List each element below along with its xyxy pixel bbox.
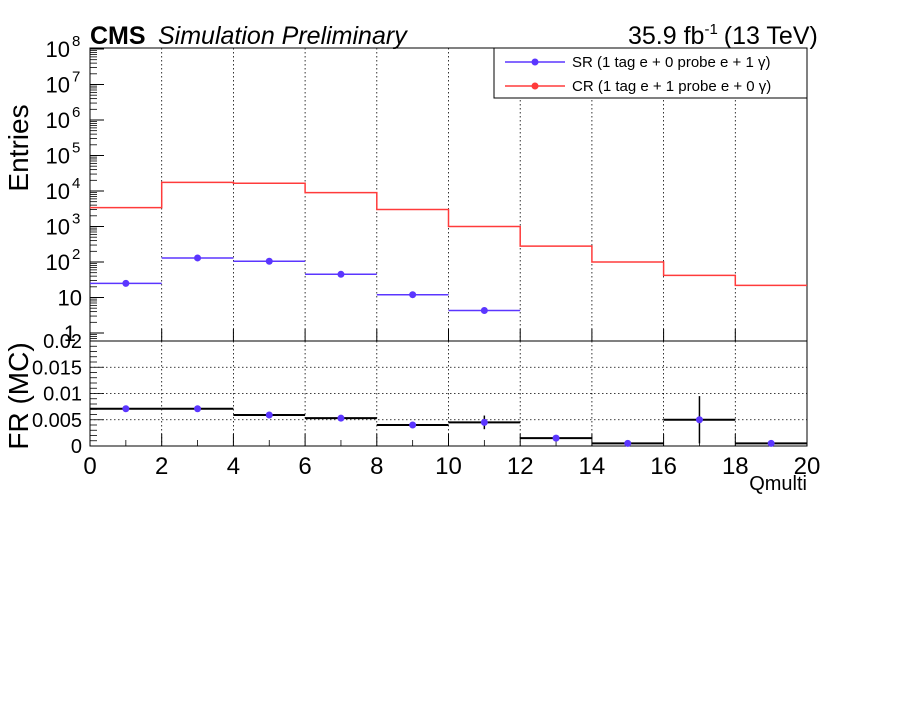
legend-cr-label: CR (1 tag e + 1 probe e + 0 γ)	[572, 78, 771, 95]
top-y-tick-label: 10	[46, 250, 70, 275]
sr-point	[265, 257, 273, 265]
sr-point	[337, 270, 345, 278]
x-tick-label: 6	[298, 453, 311, 480]
sr-point	[409, 291, 417, 299]
top-y-tick-exponent: 3	[72, 211, 80, 228]
fr-point	[122, 405, 130, 413]
fr-point	[695, 416, 703, 424]
fr-point	[409, 421, 417, 429]
fr-point-group	[305, 414, 377, 422]
top-panel-series	[90, 181, 807, 315]
legend-sr-label: SR (1 tag e + 0 probe e + 1 γ)	[572, 54, 770, 71]
fr-point-group	[233, 411, 306, 419]
simulation-preliminary-label: Simulation Preliminary	[158, 22, 408, 50]
legend-box	[493, 47, 808, 99]
top-y-tick-label: 10	[46, 179, 70, 204]
x-tick-label: 8	[370, 453, 383, 480]
series-cr	[90, 181, 807, 287]
x-tick-label: 16	[650, 453, 677, 480]
fr-point-group	[376, 421, 449, 429]
top-y-tick-label: 10	[46, 144, 70, 169]
cr-histogram-line	[90, 181, 807, 287]
top-y-tick-exponent: 5	[72, 140, 80, 157]
top-y-tick-label: 10	[46, 108, 70, 133]
legend-sr-marker	[531, 58, 539, 66]
fr-point	[194, 405, 202, 413]
lumi-label: 35.9 fb-1 (13 TeV)	[628, 21, 818, 50]
bottom-panel-series	[90, 396, 807, 447]
fr-point-group	[520, 434, 592, 442]
bottom-y-tick-label: 0.02	[43, 331, 82, 353]
x-tick-label: 0	[83, 453, 96, 480]
top-y-tick-label: 10	[46, 37, 70, 62]
fr-point	[624, 439, 632, 447]
fr-point	[767, 439, 775, 447]
bottom-y-axis-title: FR (MC)	[3, 342, 34, 449]
sr-point	[122, 279, 130, 287]
top-y-tick-label: 1	[64, 321, 76, 346]
legend-cr-marker	[531, 82, 539, 90]
top-y-tick-exponent: 8	[72, 33, 80, 50]
fr-point-group	[161, 405, 234, 413]
bottom-y-tick-labels: 0 0.005 0.01 0.015 0.02	[32, 331, 82, 458]
bottom-y-tick-label: 0.005	[32, 410, 82, 432]
fr-point-group	[591, 439, 664, 447]
top-y-tick-exponent: 2	[72, 246, 80, 263]
top-y-tick-label: 10	[46, 215, 70, 240]
fr-point-group	[448, 415, 521, 430]
legend: SR (1 tag e + 0 probe e + 1 γ) CR (1 tag…	[493, 47, 808, 99]
x-tick-label: 4	[227, 453, 240, 480]
x-tick-label: 12	[507, 453, 534, 480]
x-tick-label: 2	[155, 453, 168, 480]
bottom-y-tick-label: 0	[71, 436, 82, 458]
fr-point-group	[90, 405, 162, 413]
fr-point	[552, 434, 560, 442]
fr-point	[265, 411, 273, 419]
top-y-tick-exponent: 6	[72, 104, 80, 121]
top-y-axis-title: Entries	[3, 104, 34, 191]
fr-point-group	[735, 439, 807, 447]
x-tick-label: 10	[435, 453, 462, 480]
fr-point-group	[663, 396, 736, 444]
bottom-y-tick-label: 0.015	[32, 357, 82, 379]
top-y-tick-exponent: 4	[72, 175, 80, 192]
x-tick-label: 18	[722, 453, 749, 480]
fr-point	[480, 418, 488, 426]
fr-point	[337, 414, 345, 422]
top-y-tick-label: 10	[46, 73, 70, 98]
top-y-tick-label: 10	[58, 286, 82, 311]
sr-point	[480, 307, 488, 315]
sr-point	[194, 254, 202, 262]
cms-label: CMS	[90, 22, 146, 50]
top-panel-ticks	[89, 48, 808, 342]
x-tick-label: 20	[794, 453, 821, 480]
x-axis-title: Qmulti	[749, 473, 807, 495]
x-tick-label: 14	[579, 453, 606, 480]
bottom-y-tick-label: 0.01	[43, 384, 82, 406]
top-y-tick-exponent: 7	[72, 69, 80, 86]
series-sr	[90, 254, 521, 315]
x-tick-labels: 0 2 4 6 8 10 12 14 16 18 20	[83, 453, 820, 480]
